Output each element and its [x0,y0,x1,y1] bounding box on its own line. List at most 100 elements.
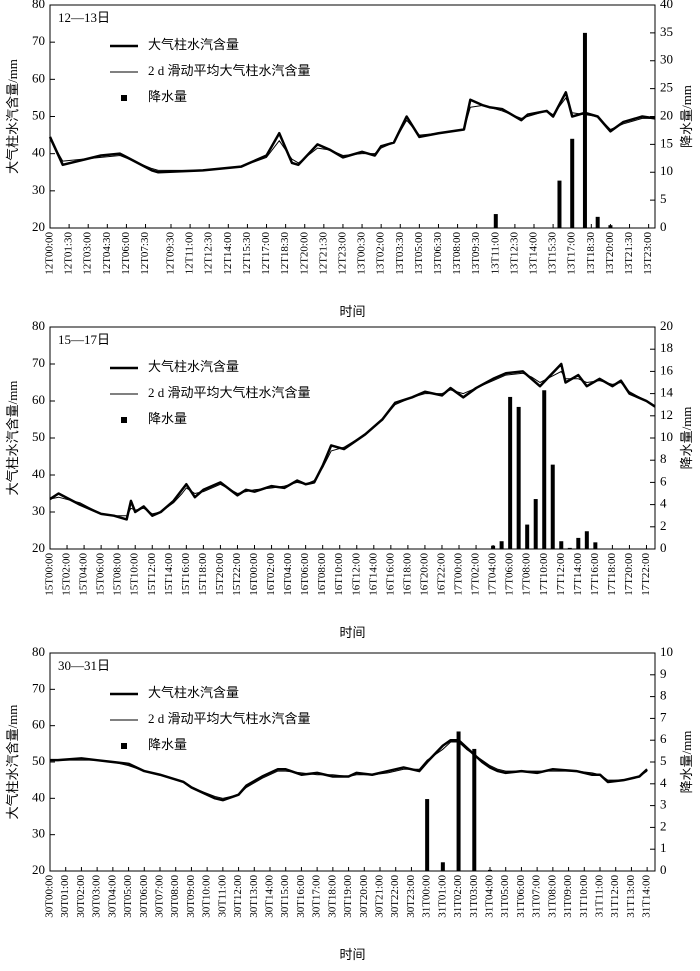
y-tick-label: 80 [32,0,45,11]
y2-tick-label: 0 [660,219,667,234]
x-tick-label: 17T06:00 [504,553,516,596]
y2-tick-label: 9 [660,666,667,681]
y-tick-label: 60 [32,717,45,732]
x-tick-label: 15T20:00 [214,553,226,596]
y-axis-label: 大气柱水汽含量/mm [5,705,20,820]
x-tick-label: 30T00:00 [44,875,56,918]
precip-bar [456,731,461,871]
y2-tick-label: 10 [660,163,673,178]
precip-bar [595,216,600,228]
legend-label: 降水量 [148,89,187,104]
x-tick-label: 16T14:00 [367,553,379,596]
x-tick-label: 16T08:00 [316,553,328,596]
precip-bar [593,542,598,549]
y2-tick-label: 2 [660,818,667,833]
x-tick-label: 12T07:30 [139,232,151,275]
y2-tick-label: 4 [660,496,667,511]
x-tick-label: 15T14:00 [163,553,175,596]
y2-tick-label: 8 [660,451,667,466]
y-axis-label: 大气柱水汽含量/mm [5,59,20,174]
x-tick-label: 12T12:30 [203,232,215,275]
y2-tick-label: 3 [660,797,667,812]
x-tick-label: 16T00:00 [248,553,260,596]
x-tick-label: 12T18:30 [279,232,291,275]
x-tick-label: 15T02:00 [61,553,73,596]
x-axis-label: 时间 [339,304,365,319]
y-tick-label: 30 [32,826,45,841]
line-series [50,738,648,802]
panel-title: 12—13日 [58,10,110,25]
y2-tick-label: 6 [660,473,667,488]
x-tick-label: 17T22:00 [640,553,652,596]
legend-label: 2 d 滑动平均大气柱水汽含量 [148,711,311,726]
x-tick-label: 30T09:00 [185,875,197,918]
x-tick-label: 13T00:30 [356,232,368,275]
y-tick-label: 50 [32,107,45,122]
line-series [50,741,648,799]
x-tick-label: 30T22:00 [389,875,401,918]
plot-frame [49,326,656,550]
y-tick-label: 60 [32,392,45,407]
legend-label: 大气柱水汽含量 [148,359,239,374]
y-tick-label: 40 [32,789,45,804]
y2-tick-label: 18 [660,340,673,355]
precip-bar [425,799,430,871]
y-tick-label: 50 [32,429,45,444]
x-tick-label: 15T06:00 [95,553,107,596]
y-tick-label: 70 [32,680,45,695]
y2-tick-label: 4 [660,775,667,790]
precip-bar [472,748,477,871]
x-axis-label: 时间 [339,625,365,640]
x-tick-label: 13T05:00 [413,232,425,275]
precip-bar [491,545,496,549]
x-tick-label: 31T11:00 [594,875,606,918]
x-tick-label: 31T09:00 [562,875,574,918]
x-tick-label: 13T14:00 [528,232,540,275]
x-tick-label: 13T11:00 [489,232,501,275]
x-tick-label: 31T03:00 [468,875,480,918]
legend-marker [121,417,127,423]
x-tick-label: 12T04:30 [101,232,113,275]
x-tick-label: 12T20:00 [298,232,310,275]
x-tick-label: 30T12:00 [232,875,244,918]
x-tick-label: 30T05:00 [122,875,134,918]
y-tick-label: 70 [32,33,45,48]
y-tick-label: 80 [32,644,45,659]
x-tick-label: 30T08:00 [169,875,181,918]
x-tick-label: 13T02:00 [375,232,387,275]
x-tick-label: 17T00:00 [453,553,465,596]
y2-axis-label: 降水量/mm [679,731,694,794]
y2-tick-label: 5 [660,191,667,206]
y2-tick-label: 12 [660,407,673,422]
x-tick-label: 12T09:30 [165,232,177,275]
x-tick-label: 12T21:30 [317,232,329,275]
x-tick-label: 15T22:00 [231,553,243,596]
x-tick-label: 12T11:00 [184,232,196,275]
x-tick-label: 15T12:00 [146,553,158,596]
y2-tick-label: 1 [660,840,667,855]
precip-bar [493,214,498,228]
y-axis-label: 大气柱水汽含量/mm [5,381,20,496]
x-tick-label: 30T21:00 [374,875,386,918]
x-tick-label: 15T18:00 [197,553,209,596]
x-tick-label: 16T18:00 [401,553,413,596]
x-tick-label: 30T20:00 [358,875,370,918]
x-tick-label: 12T06:00 [120,232,132,275]
x-tick-label: 13T17:00 [566,232,578,275]
x-tick-label: 13T03:30 [394,232,406,275]
y-tick-label: 30 [32,182,45,197]
x-tick-label: 13T21:30 [623,232,635,275]
x-tick-label: 13T15:30 [547,232,559,275]
x-tick-label: 17T08:00 [521,553,533,596]
x-tick-label: 31T14:00 [641,875,653,918]
x-tick-label: 30T18:00 [326,875,338,918]
x-tick-label: 30T03:00 [91,875,103,918]
x-tick-label: 17T14:00 [572,553,584,596]
x-tick-label: 17T18:00 [606,553,618,596]
x-tick-label: 15T10:00 [129,553,141,596]
x-tick-label: 16T10:00 [333,553,345,596]
precip-bar [567,547,572,549]
x-tick-label: 30T15:00 [279,875,291,918]
legend-label: 大气柱水汽含量 [148,685,239,700]
